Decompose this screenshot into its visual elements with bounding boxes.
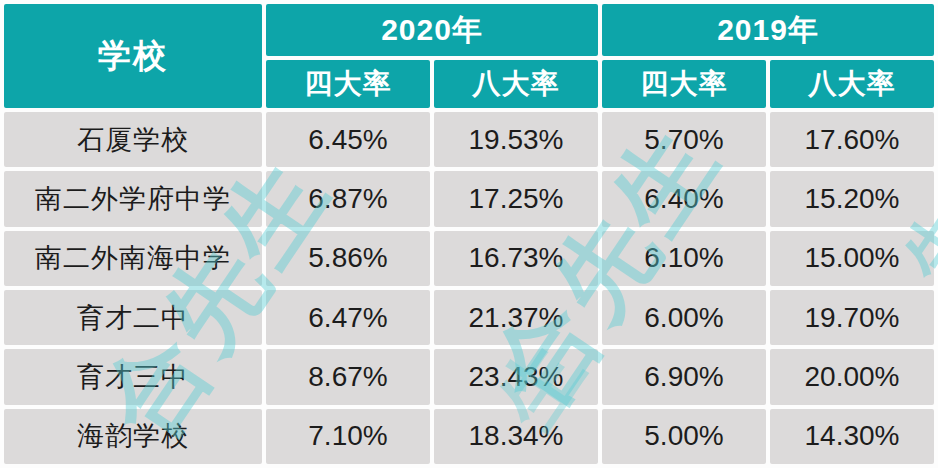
row-2020-four-rate: 7.10% <box>266 409 430 464</box>
table-grid: 学校 2020年 2019年 四大率 八大率 四大率 八大率 石厦学校 6.45… <box>0 0 938 468</box>
row-2019-eight-rate: 14.30% <box>770 409 934 464</box>
header-2019-four-rate: 四大率 <box>602 60 766 108</box>
row-2019-four-rate: 6.40% <box>602 171 766 226</box>
row-2020-four-rate: 6.47% <box>266 290 430 345</box>
row-2019-four-rate: 6.10% <box>602 231 766 286</box>
row-school-name: 育才三中 <box>4 349 262 404</box>
row-2020-eight-rate: 21.37% <box>434 290 598 345</box>
row-2019-four-rate: 6.00% <box>602 290 766 345</box>
row-2019-eight-rate: 20.00% <box>770 349 934 404</box>
row-2020-four-rate: 8.67% <box>266 349 430 404</box>
row-school-name: 石厦学校 <box>4 112 262 167</box>
row-school-name: 南二外学府中学 <box>4 171 262 226</box>
header-2019-eight-rate: 八大率 <box>770 60 934 108</box>
row-2019-four-rate: 6.90% <box>602 349 766 404</box>
header-2020-eight-rate: 八大率 <box>434 60 598 108</box>
row-school-name: 海韵学校 <box>4 409 262 464</box>
row-school-name: 育才二中 <box>4 290 262 345</box>
row-2020-four-rate: 6.87% <box>266 171 430 226</box>
row-2020-eight-rate: 18.34% <box>434 409 598 464</box>
header-year-2019: 2019年 <box>602 4 934 56</box>
row-2019-eight-rate: 19.70% <box>770 290 934 345</box>
row-2020-four-rate: 6.45% <box>266 112 430 167</box>
header-school: 学校 <box>4 4 262 108</box>
row-2019-four-rate: 5.00% <box>602 409 766 464</box>
row-2019-eight-rate: 15.20% <box>770 171 934 226</box>
row-school-name: 南二外南海中学 <box>4 231 262 286</box>
row-2020-eight-rate: 16.73% <box>434 231 598 286</box>
header-2020-four-rate: 四大率 <box>266 60 430 108</box>
row-2020-eight-rate: 23.43% <box>434 349 598 404</box>
header-year-2020: 2020年 <box>266 4 598 56</box>
row-2019-four-rate: 5.70% <box>602 112 766 167</box>
row-2019-eight-rate: 17.60% <box>770 112 934 167</box>
row-2020-eight-rate: 17.25% <box>434 171 598 226</box>
school-rates-table: 学校 2020年 2019年 四大率 八大率 四大率 八大率 石厦学校 6.45… <box>0 0 938 468</box>
row-2020-four-rate: 5.86% <box>266 231 430 286</box>
row-2020-eight-rate: 19.53% <box>434 112 598 167</box>
row-2019-eight-rate: 15.00% <box>770 231 934 286</box>
